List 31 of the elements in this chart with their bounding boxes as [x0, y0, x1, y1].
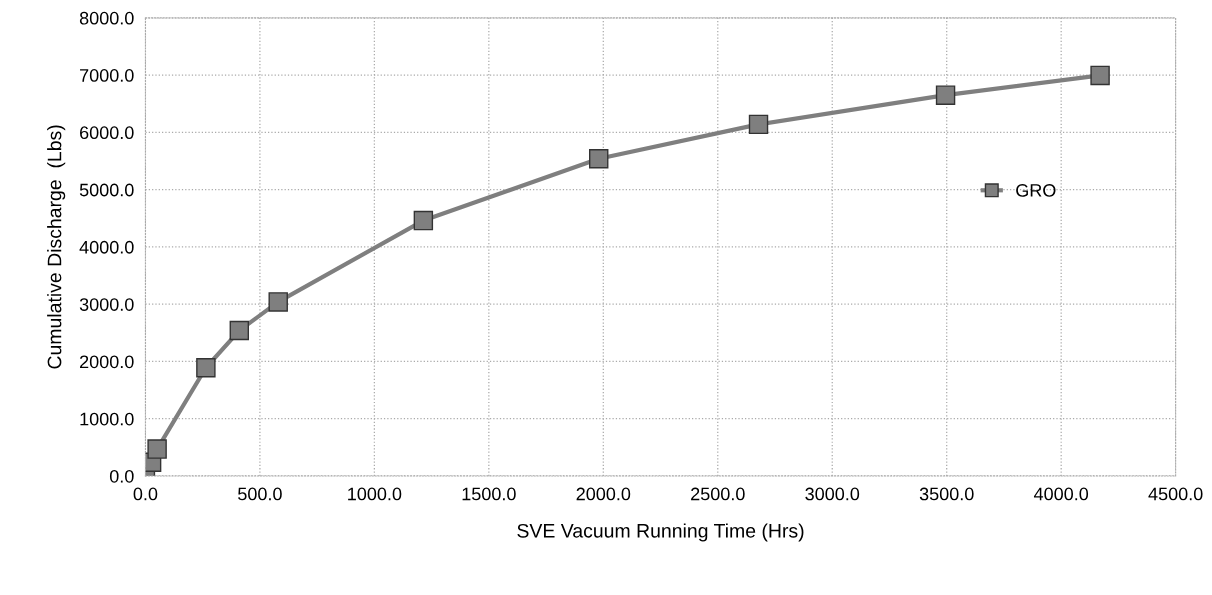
x-tick-label: 4000.0	[1033, 487, 1089, 501]
point	[147, 439, 167, 459]
x-tick-label: 2500.0	[691, 487, 745, 501]
point	[1090, 65, 1110, 86]
point	[268, 292, 288, 312]
y-tick-label: 6000.0	[80, 126, 134, 140]
x-axis-title: SVE Vacuum Running Time (Hrs)	[517, 523, 804, 542]
x-tick-label: 4500.0	[1148, 487, 1203, 501]
x-tick-label: 1500.0	[462, 487, 516, 501]
x-tick-label: 1000.0	[348, 487, 402, 501]
y-axis-title: Cumulative Discharge (Lbs)	[47, 125, 66, 369]
y-tick-label: 2000.0	[80, 355, 134, 369]
legend-label: GRO	[1016, 184, 1056, 197]
x-tick-label: 0.0	[133, 487, 158, 501]
x-tick-label: 2000.0	[576, 487, 631, 501]
point	[229, 320, 250, 341]
y-tick-label: 1000.0	[80, 412, 134, 426]
point	[748, 114, 769, 135]
y-tick-label: 8000.0	[79, 11, 134, 25]
point	[413, 210, 434, 231]
point	[935, 85, 956, 105]
x-tick-label: 3500.0	[919, 487, 974, 501]
y-tick-label: 4000.0	[79, 240, 134, 254]
x-tick-label: 3000.0	[805, 487, 860, 501]
point	[589, 149, 609, 169]
y-tick-label: 3000.0	[79, 298, 134, 311]
point	[196, 358, 216, 378]
y-tick-label: 0.0	[109, 469, 134, 483]
y-tick-label: 5000.0	[79, 183, 134, 197]
y-tick-label: 7000.0	[80, 69, 134, 82]
x-tick-label: 500.0	[238, 487, 282, 501]
